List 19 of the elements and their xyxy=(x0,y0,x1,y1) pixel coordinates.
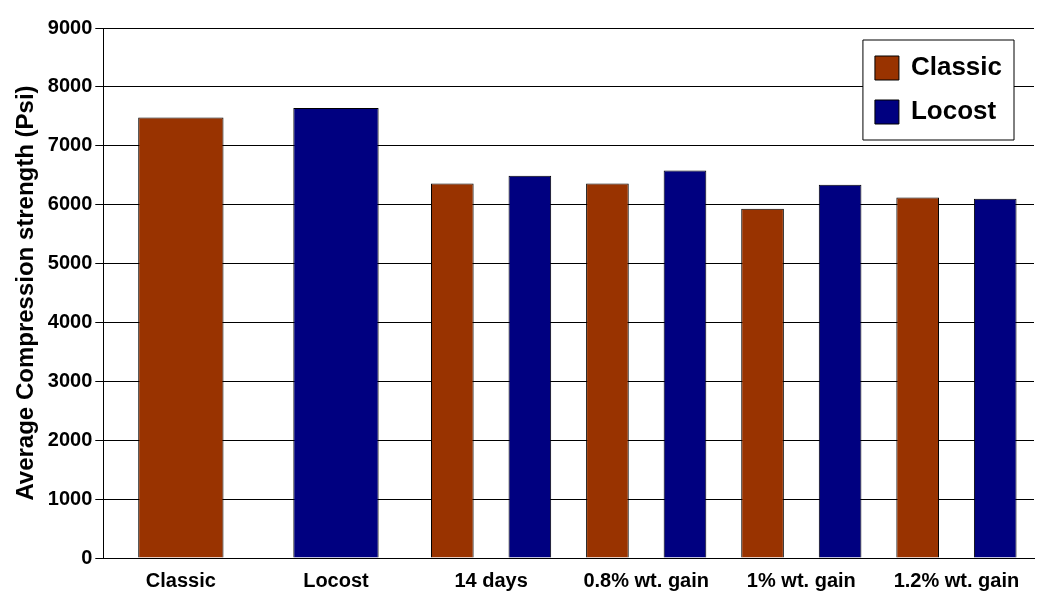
legend-label: Locost xyxy=(910,95,997,126)
legend-label: Classic xyxy=(910,51,1003,82)
y-tick-label: 4000 xyxy=(47,309,93,332)
y-tick-label: 3000 xyxy=(47,368,93,391)
y-tick-label: 6000 xyxy=(47,192,93,215)
y-tick-label: 9000 xyxy=(47,15,93,38)
x-tick-label: Classic xyxy=(145,568,216,591)
y-tick-label: 8000 xyxy=(47,74,93,97)
x-tick-label: 1% wt. gain xyxy=(746,568,856,591)
x-tick-label: 0.8% wt. gain xyxy=(583,568,709,591)
x-tick-label: 14 days xyxy=(454,568,528,591)
y-tick-label: 7000 xyxy=(47,133,93,156)
x-tick-label: 1.2% wt. gain xyxy=(893,568,1020,591)
x-tick-label: Locost xyxy=(303,568,370,591)
y-tick-label: 1000 xyxy=(47,486,93,509)
y-axis-title: Average Compression strength (Psi) xyxy=(11,85,39,501)
y-tick-label: 5000 xyxy=(47,251,93,274)
y-tick-label: 2000 xyxy=(47,427,93,450)
y-tick-label: 0 xyxy=(81,545,93,568)
